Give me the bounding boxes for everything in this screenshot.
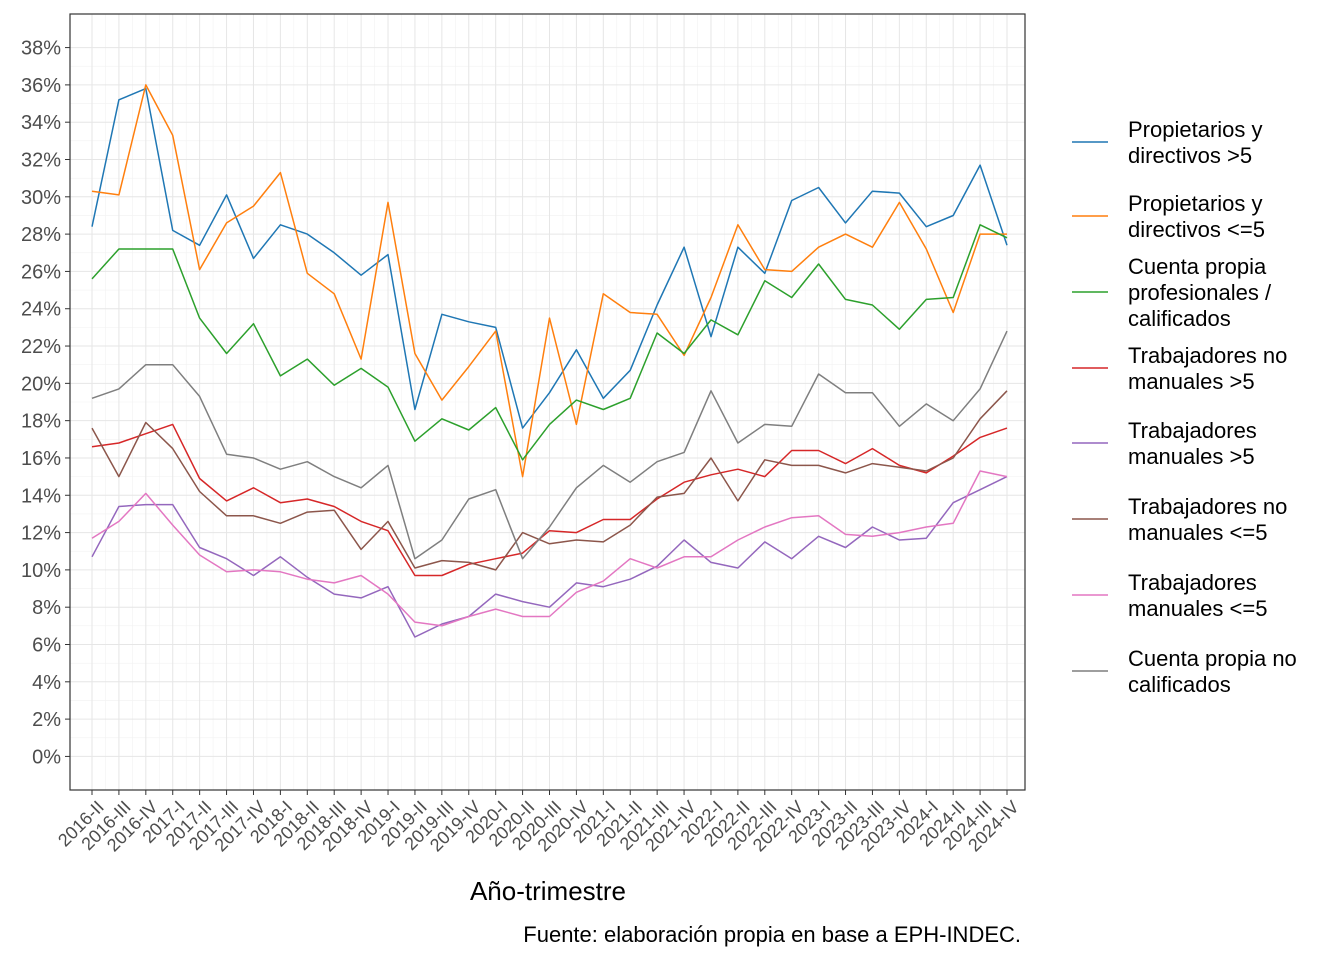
y-tick-label: 4% (32, 672, 61, 694)
series-line-1 (91, 87, 1008, 429)
legend-label: profesionales / (1128, 280, 1272, 305)
y-tick-label: 22% (21, 336, 61, 358)
series-line-4 (91, 423, 1008, 577)
series-line-3 (91, 224, 1008, 461)
series-lines (91, 84, 1008, 638)
y-tick-label: 26% (21, 261, 61, 283)
y-tick-label: 12% (21, 523, 61, 545)
legend-label: directivos >5 (1128, 143, 1252, 168)
y-tick-label: 18% (21, 411, 61, 433)
legend-label: Trabajadores (1128, 418, 1257, 443)
legend-label: Cuenta propia no (1128, 646, 1297, 671)
y-tick-label: 28% (21, 224, 61, 246)
y-tick-label: 6% (32, 635, 61, 657)
legend-label: Propietarios y (1128, 117, 1263, 142)
y-tick-label: 2% (32, 709, 61, 731)
y-tick-label: 14% (21, 485, 61, 507)
legend-label: manuales >5 (1128, 444, 1255, 469)
legend-label: Trabajadores (1128, 570, 1257, 595)
legend-label: manuales <=5 (1128, 520, 1267, 545)
y-tick-label: 10% (21, 560, 61, 582)
y-tick-label: 34% (21, 112, 61, 134)
y-tick-label: 20% (21, 373, 61, 395)
series-line-8 (91, 330, 1008, 560)
plot-panel-border (69, 13, 1026, 791)
x-axis: 2016-II2016-III2016-IV2017-I2017-II2017-… (54, 790, 1023, 855)
y-tick-label: 32% (21, 150, 61, 172)
legend-label: Cuenta propia (1128, 254, 1267, 279)
y-tick-label: 0% (32, 746, 61, 768)
y-tick-label: 24% (21, 299, 61, 321)
y-tick-label: 36% (21, 75, 61, 97)
y-tick-label: 38% (21, 38, 61, 60)
legend-label: Trabajadores no (1128, 343, 1287, 368)
y-tick-label: 8% (32, 597, 61, 619)
y-tick-label: 16% (21, 448, 61, 470)
series-line-2 (91, 84, 1007, 478)
y-tick-label: 30% (21, 187, 61, 209)
legend-label: manuales <=5 (1128, 596, 1267, 621)
legend-label: calificados (1128, 672, 1231, 697)
y-axis: 0% 2% 4% 6% 8% 10% 12% 14% 16% 18% 20% 22% 24% 26% 28%… (21, 38, 70, 768)
legend-label: calificados (1128, 306, 1231, 331)
series-line-7 (91, 470, 1008, 627)
series-line-6 (91, 390, 1008, 571)
legend-label: directivos <=5 (1128, 217, 1265, 242)
legend-label: manuales >5 (1128, 369, 1255, 394)
legend-label: Trabajadores no (1128, 494, 1287, 519)
x-axis-title: Año-trimestre (470, 876, 626, 906)
legend-label: Propietarios y (1128, 191, 1263, 216)
grid-lines (70, 14, 1025, 790)
caption: Fuente: elaboración propia en base a EPH… (523, 922, 1021, 947)
